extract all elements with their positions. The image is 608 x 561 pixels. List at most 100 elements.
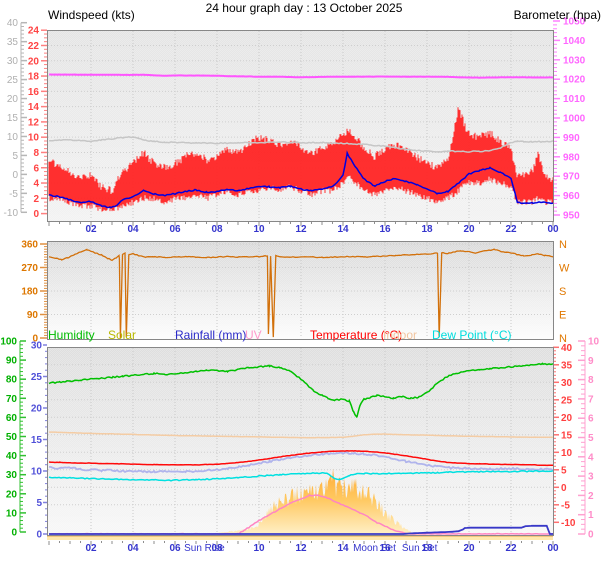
svg-text:08: 08 xyxy=(211,224,223,235)
svg-text:10: 10 xyxy=(588,337,600,348)
svg-text:15: 15 xyxy=(31,435,43,446)
series-wind-average xyxy=(48,150,554,209)
svg-text:10: 10 xyxy=(7,132,19,143)
axis-rain: 0 5 10 15 20 25 30 xyxy=(31,341,47,541)
svg-text:10: 10 xyxy=(253,224,265,235)
time-axis: 02 04 06 08 10 12 14 16 18 20 22 00 Sun Rise Moon Set… xyxy=(48,541,559,554)
svg-text:-5: -5 xyxy=(9,189,18,200)
svg-text:16: 16 xyxy=(28,87,40,98)
svg-text:4: 4 xyxy=(33,179,39,190)
svg-text:90: 90 xyxy=(6,356,18,367)
svg-text:1: 1 xyxy=(588,510,594,521)
svg-text:1010: 1010 xyxy=(563,94,586,105)
svg-text:Sun Rise: Sun Rise xyxy=(184,543,225,554)
svg-text:10: 10 xyxy=(31,467,43,478)
svg-text:4: 4 xyxy=(588,452,594,463)
svg-text:10: 10 xyxy=(561,448,573,459)
svg-text:0: 0 xyxy=(36,530,42,541)
svg-text:20: 20 xyxy=(561,413,573,424)
svg-text:35: 35 xyxy=(561,360,573,371)
legend-item-uv: UV xyxy=(245,328,262,342)
svg-text:5: 5 xyxy=(36,498,42,509)
svg-text:20: 20 xyxy=(463,543,475,554)
svg-text:1040: 1040 xyxy=(563,36,586,47)
svg-text:16: 16 xyxy=(379,543,391,554)
page-title: 24 hour graph day : 13 October 2025 xyxy=(205,1,403,15)
svg-text:0: 0 xyxy=(33,209,39,220)
svg-text:18: 18 xyxy=(421,543,433,554)
legend-item-solar: Solar xyxy=(108,328,137,342)
series-dew-point xyxy=(48,469,554,482)
time-axis: 02 04 06 08 10 12 14 16 18 20 22 00 xyxy=(48,222,559,235)
svg-text:30: 30 xyxy=(31,341,43,352)
legend-item-temperature-c: Temperature (°C) xyxy=(310,328,403,342)
svg-text:02: 02 xyxy=(85,543,97,554)
svg-text:00: 00 xyxy=(547,224,559,235)
svg-text:-10: -10 xyxy=(4,208,19,219)
series-wind-direction xyxy=(48,248,554,339)
svg-text:-5: -5 xyxy=(561,500,570,511)
svg-text:950: 950 xyxy=(563,211,580,222)
svg-text:E: E xyxy=(559,310,566,322)
barometer-axis-title: Barometer (hpa) xyxy=(513,8,601,22)
svg-text:25: 25 xyxy=(561,395,573,406)
svg-text:W: W xyxy=(559,263,570,275)
svg-text:25: 25 xyxy=(31,372,43,383)
svg-text:60: 60 xyxy=(6,413,18,424)
svg-text:22: 22 xyxy=(505,543,517,554)
axis-dir: 0 90 180 270 360 xyxy=(21,240,47,345)
svg-text:18: 18 xyxy=(28,72,40,83)
svg-text:2: 2 xyxy=(588,491,594,502)
windspeed-axis-title: Windspeed (kts) xyxy=(48,8,135,22)
svg-text:S: S xyxy=(559,286,566,298)
svg-text:5: 5 xyxy=(561,465,567,476)
svg-text:12: 12 xyxy=(295,224,307,235)
svg-text:15: 15 xyxy=(561,430,573,441)
svg-text:14: 14 xyxy=(337,224,349,235)
svg-text:90: 90 xyxy=(27,310,39,321)
legend-item-dew-point-c: Dew Point (°C) xyxy=(432,328,512,342)
svg-text:20: 20 xyxy=(7,94,19,105)
svg-text:0: 0 xyxy=(561,483,567,494)
svg-text:80: 80 xyxy=(6,375,18,386)
axis-hum: 0 10 20 30 40 50 60 70 80 90 100 xyxy=(0,337,26,539)
svg-text:30: 30 xyxy=(6,470,18,481)
svg-text:0: 0 xyxy=(12,170,18,181)
svg-text:270: 270 xyxy=(21,263,38,274)
axis-temp: -10 -5 0 5 10 15 20 25 30 35 40 xyxy=(553,343,576,529)
series-temperature xyxy=(48,449,553,467)
svg-text:8: 8 xyxy=(588,375,594,386)
svg-text:1030: 1030 xyxy=(563,55,586,66)
svg-text:6: 6 xyxy=(588,414,594,425)
svg-text:2: 2 xyxy=(33,194,39,205)
svg-text:-10: -10 xyxy=(561,518,576,529)
series-barometer xyxy=(49,73,554,79)
axis-uv: 0 1 2 3 4 5 6 7 8 9 10 xyxy=(578,337,600,541)
svg-text:16: 16 xyxy=(379,224,391,235)
svg-text:20: 20 xyxy=(28,56,40,67)
svg-text:180: 180 xyxy=(21,287,38,298)
svg-text:100: 100 xyxy=(0,337,17,348)
svg-text:14: 14 xyxy=(337,543,349,554)
svg-text:20: 20 xyxy=(463,224,475,235)
series-humidity xyxy=(48,362,554,419)
svg-text:18: 18 xyxy=(421,224,433,235)
svg-text:8: 8 xyxy=(33,148,39,159)
svg-text:40: 40 xyxy=(561,343,573,354)
svg-text:12: 12 xyxy=(28,117,40,128)
svg-text:20: 20 xyxy=(6,489,18,500)
svg-text:1000: 1000 xyxy=(563,114,586,125)
svg-text:980: 980 xyxy=(563,152,580,163)
svg-text:5: 5 xyxy=(588,433,594,444)
svg-text:04: 04 xyxy=(127,224,139,235)
svg-text:08: 08 xyxy=(211,543,223,554)
svg-text:06: 06 xyxy=(169,543,181,554)
svg-text:14: 14 xyxy=(28,102,40,113)
svg-text:15: 15 xyxy=(7,113,19,124)
svg-text:30: 30 xyxy=(561,378,573,389)
series-wind-gust-range xyxy=(48,107,554,212)
